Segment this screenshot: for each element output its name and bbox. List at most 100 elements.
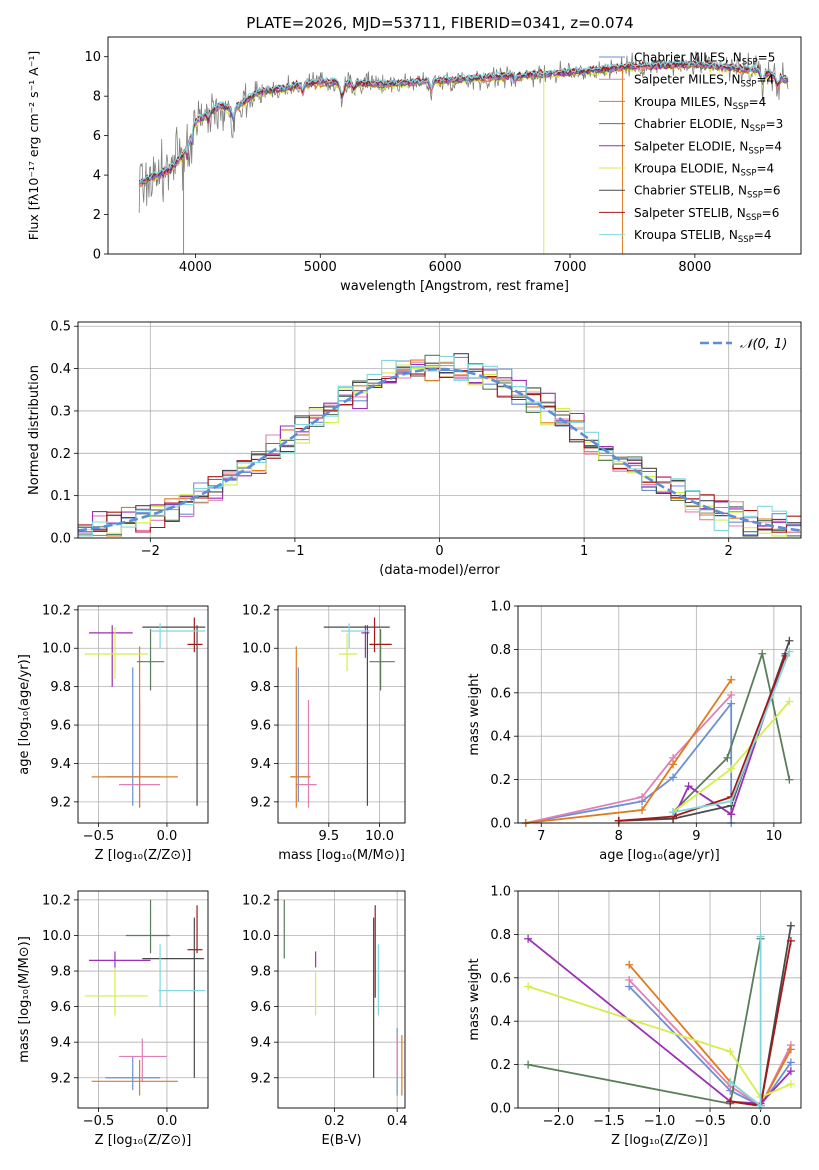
- y-tick-label: 0.4: [490, 730, 511, 745]
- axes-frame: [77, 605, 209, 824]
- legend-label: Kroupa STELIB, NSSP=4: [634, 228, 772, 245]
- x-axis-label: Z [log₁₀(Z/Z⊙)]: [95, 848, 192, 863]
- y-tick-label: 10.0: [242, 929, 271, 944]
- y-tick-label: 0.5: [50, 320, 71, 335]
- legend-label: Chabrier STELIB, NSSP=6: [634, 184, 781, 201]
- errorbar-kroupa_miles: [91, 646, 178, 808]
- spectrum-marks: [138, 51, 789, 254]
- x-tick-label: 9: [692, 829, 700, 844]
- x-tick-label: 0.0: [750, 1114, 771, 1129]
- x-tick-label: −2.0: [543, 1114, 575, 1129]
- weight-marker-salpeter_miles: [625, 975, 634, 984]
- weight-marker-salpeter_stelib: [726, 1097, 735, 1106]
- weight-marker-kroupa_stelib: [756, 932, 765, 941]
- axes-frame: [77, 890, 209, 1109]
- legend: Chabrier MILES, NSSP=5 Salpeter MILES, NS…: [599, 51, 783, 245]
- weight-marker-kroupa_stelib: [756, 1101, 765, 1110]
- y-tick-label: 1.0: [490, 885, 511, 900]
- y-tick-label: 9.4: [50, 1036, 71, 1051]
- errorbar-salpeter_stelib: [369, 617, 392, 653]
- x-tick-label: 9.5: [318, 829, 339, 844]
- x-tick-label: 4000: [179, 260, 212, 275]
- age_vs_Z-plot: −0.5 0.0 9.2 9.4 9.6 9.8 10.0 10.2 Z [log₁₀(Z/Z⊙…: [17, 603, 209, 863]
- errorbar-chabrier_miles: [105, 1056, 161, 1091]
- legend-label: Kroupa MILES, NSSP=4: [634, 95, 766, 112]
- y-axis-label: mass weight: [467, 958, 482, 1040]
- axes-frame: [277, 605, 406, 824]
- y-axis-label: mass weight: [467, 673, 482, 755]
- weight_vs_age-plot: 7 8 9 10 0.0 0.2 0.4 0.6 0.8 1.0 age [log₁₀(age/yr…: [467, 600, 802, 863]
- y-tick-label: 2: [93, 208, 101, 223]
- weight-line-salpeter_elodie: [672, 653, 787, 820]
- legend-label: Chabrier MILES, NSSP=5: [634, 51, 775, 68]
- x-tick-label: 0: [435, 544, 443, 559]
- y-tick-label: 0.2: [50, 447, 71, 462]
- y-axis-label: Flux [fλ10⁻¹⁷ erg cm⁻² s⁻¹ A⁻¹]: [26, 51, 41, 240]
- y-tick-label: 0.3: [50, 404, 71, 419]
- x-tick-label: 0.2: [324, 1114, 345, 1129]
- y-tick-label: 9.8: [250, 965, 271, 980]
- y-tick-label: 0.1: [50, 489, 71, 504]
- y-tick-label: 9.2: [250, 795, 271, 810]
- y-tick-label: 0.4: [50, 362, 71, 377]
- weight-marker-kroupa_stelib: [726, 1077, 735, 1086]
- x-tick-label: 2: [725, 544, 733, 559]
- x-tick-label: −0.5: [83, 1114, 115, 1129]
- weight-marker-kroupa_elodie: [524, 982, 533, 991]
- errorbar-chabrier_elodie: [369, 629, 395, 691]
- age_vs_Z-marks: [84, 617, 206, 808]
- weight-marker-chabrier_elodie: [524, 1060, 533, 1069]
- y-tick-label: 9.6: [50, 1000, 71, 1015]
- legend-label: Kroupa ELODIE, NSSP=4: [634, 162, 774, 179]
- errorbar-kroupa_miles: [290, 646, 311, 808]
- model-kroupa_stelib-line: [138, 58, 789, 181]
- y-tick-label: 10: [84, 50, 101, 65]
- y-tick-label: 9.6: [50, 719, 71, 734]
- weight-marker-kroupa_elodie: [785, 697, 794, 706]
- x-tick-label: −0.5: [694, 1114, 726, 1129]
- weight-marker-chabrier_elodie: [723, 753, 732, 762]
- y-tick-label: 10.0: [242, 642, 271, 657]
- x-axis-label: (data-model)/error: [379, 563, 500, 578]
- weight-line-chabrier_miles: [628, 985, 792, 1107]
- y-tick-label: 9.4: [50, 757, 71, 772]
- weight-line-salpeter_miles: [628, 979, 792, 1108]
- y-tick-label: 9.6: [250, 719, 271, 734]
- x-tick-label: 7: [537, 829, 545, 844]
- weight-marker-salpeter_miles: [638, 792, 647, 801]
- legend-label: Salpeter MILES, NSSP=4: [634, 73, 774, 90]
- weight-marker-chabrier_stelib: [785, 636, 794, 645]
- x-tick-label: −1: [285, 544, 304, 559]
- weight-marker-salpeter_elodie: [727, 810, 736, 819]
- y-tick-label: 0.4: [490, 1015, 511, 1030]
- errorbar-salpeter_stelib: [187, 905, 203, 954]
- spectrum-title: PLATE=2026, MJD=53711, FIBERID=0341, z=0…: [246, 14, 633, 32]
- y-tick-label: 9.8: [50, 680, 71, 695]
- weight_vs_age-marks: [521, 636, 794, 827]
- y-tick-label: 6: [93, 129, 101, 144]
- x-tick-label: 5000: [304, 260, 337, 275]
- y-tick-label: 10.2: [42, 893, 71, 908]
- weight-marker-salpeter_stelib: [614, 816, 623, 825]
- x-tick-label: 0.0: [157, 829, 178, 844]
- x-tick-label: −0.5: [83, 829, 115, 844]
- weight_vs_Z-marks: [524, 921, 795, 1110]
- errorbar-salpeter_elodie: [88, 951, 151, 968]
- weight-marker-chabrier_miles: [786, 1058, 795, 1067]
- errorbar-kroupa_elodie: [338, 632, 358, 672]
- weight-marker-kroupa_miles: [669, 760, 678, 769]
- axes-frame: [277, 890, 406, 1109]
- y-tick-label: 9.8: [250, 680, 271, 695]
- weight-marker-kroupa_elodie: [786, 1080, 795, 1089]
- errorbar-salpeter_elodie: [88, 625, 133, 687]
- y-tick-label: 0.6: [490, 686, 511, 701]
- y-tick-label: 0.6: [490, 971, 511, 986]
- y-tick-label: 0.2: [490, 773, 511, 788]
- y-tick-label: 9.2: [250, 1071, 271, 1086]
- y-tick-label: 0.2: [490, 1058, 511, 1073]
- x-axis-label: Z [log₁₀(Z/Z⊙)]: [611, 1133, 708, 1148]
- errorbar-kroupa_miles: [91, 1059, 178, 1096]
- x-tick-label: 10: [766, 829, 783, 844]
- x-tick-label: 6000: [429, 260, 462, 275]
